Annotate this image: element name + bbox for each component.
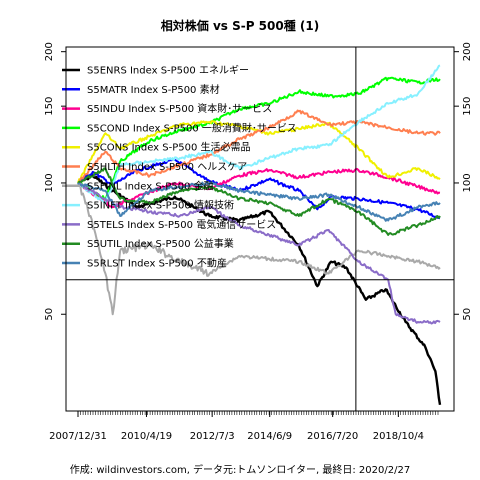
y-tick-label-right-3: 200 [462, 42, 473, 61]
series-line-3 [77, 76, 441, 200]
legend: S5ENRS Index S-P500 エネルギー S5MATR Index S-… [62, 65, 297, 270]
y-tick-label-right-2: 150 [462, 97, 473, 116]
series-line-0 [77, 174, 442, 405]
legend-label-5: S5HLTH Index S-P500 ヘルスケア [87, 161, 247, 173]
y-tick-label-left-1: 100 [44, 173, 55, 192]
legend-label-7: S5INFT Index S-P500 情報技術 [87, 199, 234, 212]
y-tick-label-right-1: 100 [462, 173, 473, 192]
series-line-1 [77, 158, 441, 220]
legend-label-6: S5FINL Index S-P500 金融 [87, 179, 214, 192]
x-tick-label-3: 2014/6/9 [247, 431, 292, 442]
chart-title: 相対株価 vs S-P 500種 (1) [161, 18, 319, 33]
legend-label-9: S5UTIL Index S-P500 公益事業 [87, 237, 234, 250]
x-minor-ticks [77, 411, 439, 415]
legend-label-1: S5MATR Index S-P500 素材 [87, 83, 220, 96]
series-line-5 [77, 109, 441, 184]
series-layer [77, 64, 442, 405]
series-line-2 [77, 167, 441, 209]
series-line-7 [77, 64, 441, 204]
series-line-8 [77, 182, 441, 325]
legend-label-2: S5INDU Index S-P500 資本財･サービス [87, 102, 272, 115]
chart-caption: 作成: wildinvestors.com, データ元:トムソンロイター, 最終… [70, 463, 410, 476]
x-tick-label-1: 2010/4/19 [121, 431, 172, 442]
x-tick-label-4: 2016/7/20 [307, 431, 358, 442]
series-line-9 [77, 167, 441, 236]
x-tick-label-5: 2018/10/4 [373, 431, 424, 442]
y-tick-label-right-0: 50 [462, 308, 473, 321]
y-tick-label-left-3: 200 [44, 42, 55, 61]
x-tick-label-0: 2007/12/31 [49, 431, 107, 442]
legend-label-4: S5CONS Index S-P500 生活必需品 [87, 141, 251, 154]
legend-label-0: S5ENRS Index S-P500 エネルギー [87, 65, 249, 77]
plot-frame [65, 46, 455, 412]
y-tick-label-left-0: 50 [44, 308, 55, 321]
legend-label-10: S5RLST Index S-P500 不動産 [87, 257, 227, 270]
x-tick-label-2: 2012/7/3 [190, 431, 235, 442]
y-tick-label-left-2: 150 [44, 97, 55, 116]
series-line-6 [77, 182, 441, 316]
reference-lines [66, 47, 454, 411]
axes: 50 50 100 100 150 150 200 200 2007/12/31 2010/4/1… [44, 42, 473, 442]
legend-label-3: S5COND Index S-P500 一般消費財･サービス [87, 121, 297, 134]
legend-label-8: S5TELS Index S-P500 電気通信サービス [87, 218, 276, 231]
series-line-10 [77, 181, 441, 222]
